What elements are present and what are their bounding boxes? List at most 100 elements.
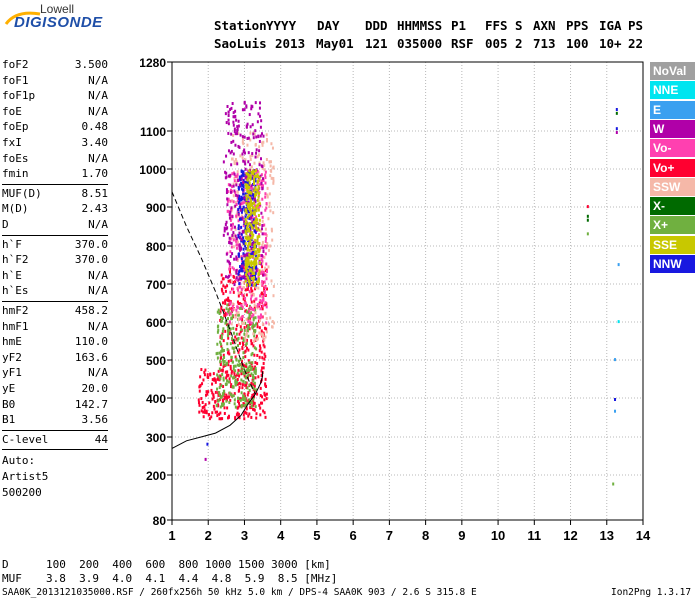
echo-pixel <box>232 182 235 186</box>
echo-pixel <box>252 273 255 277</box>
echo-pixel <box>226 406 229 410</box>
echo-pixel <box>246 270 249 274</box>
echo-pixel <box>253 263 256 267</box>
param-value: N/A <box>88 89 108 103</box>
header-label: S <box>515 18 523 33</box>
echo-pixel <box>245 211 248 215</box>
echo-pixel <box>229 173 232 177</box>
echo-pixel <box>222 233 225 237</box>
echo-pixel <box>230 316 233 320</box>
echo-pixel <box>257 112 260 116</box>
echo-pixel <box>235 160 238 164</box>
echo-pixel <box>227 331 230 335</box>
y-tick-label: 600 <box>146 316 166 330</box>
echo-pixel <box>256 169 259 173</box>
echo-pixel <box>213 378 216 382</box>
echo-pixel <box>233 373 236 377</box>
echo-pixel <box>231 341 234 345</box>
echo-pixel <box>238 363 241 367</box>
echo-pixel <box>238 277 241 281</box>
param-value: 110.0 <box>74 335 108 349</box>
echo-pixel <box>207 413 210 417</box>
echo-pixel <box>232 287 235 291</box>
footer-file-line: SAA0K_2013121035000.RSF / 260fx256h 50 k… <box>2 587 477 598</box>
echo-pixel <box>240 365 243 369</box>
echo-pixel <box>230 279 233 283</box>
echo-pixel <box>231 308 234 312</box>
param-value: 1.70 <box>81 167 109 181</box>
echo-pixel <box>229 398 232 402</box>
echo-pixel <box>248 217 251 221</box>
echo-pixel <box>221 417 224 421</box>
echo-pixel <box>241 269 244 273</box>
echo-pixel <box>233 160 236 164</box>
echo-pixel <box>257 213 260 217</box>
echo-pixel <box>225 220 228 224</box>
echo-pixel <box>232 290 235 294</box>
echo-pixel <box>245 124 248 128</box>
echo-pixel <box>253 401 256 405</box>
echo-pixel <box>225 275 228 279</box>
echo-pixel <box>261 143 264 147</box>
echo-pixel <box>248 181 251 185</box>
echo-pixel <box>261 197 264 201</box>
echo-pixel <box>258 344 261 348</box>
param-key: M(D) <box>2 202 29 216</box>
echo-pixel <box>238 243 241 247</box>
echo-pixel <box>260 132 263 136</box>
echo-pixel <box>253 271 256 275</box>
echo-pixel <box>213 377 216 381</box>
echo-pixel <box>222 360 225 364</box>
echo-pixel <box>246 178 249 182</box>
echo-pixel <box>239 265 242 269</box>
echo-pixel <box>257 286 260 290</box>
param-key: hmF1 <box>2 319 29 333</box>
echo-pixel <box>239 274 242 278</box>
echo-pixel <box>259 386 262 390</box>
echo-pixel <box>252 407 255 411</box>
echo-pixel <box>245 343 248 347</box>
echo-pixel <box>230 371 233 375</box>
echo-pixel <box>249 244 252 248</box>
echo-pixel <box>234 375 237 379</box>
echo-pixel <box>231 226 234 230</box>
echo-pixel <box>224 321 227 325</box>
echo-pixel <box>246 234 249 238</box>
echo-pixel <box>251 361 254 365</box>
echo-pixel <box>254 367 257 371</box>
echo-pixel <box>226 351 229 355</box>
echo-pixel <box>245 186 248 190</box>
echo-pixel <box>263 286 266 290</box>
echo-pixel <box>242 224 245 228</box>
echo-pixel <box>249 400 252 404</box>
echo-pixel <box>264 286 267 290</box>
echo-pixel <box>238 404 241 408</box>
echo-pixel <box>252 283 255 287</box>
echo-pixel <box>232 238 235 242</box>
echo-pixel <box>255 280 258 284</box>
echo-pixel <box>253 174 256 178</box>
echo-pixel <box>224 329 227 333</box>
echo-pixel <box>271 146 274 150</box>
echo-pixel <box>261 186 264 190</box>
echo-pixel <box>248 398 251 402</box>
echo-pixel <box>205 409 208 413</box>
param-key: foF2 <box>2 58 29 71</box>
echo-pixel <box>258 301 261 305</box>
echo-pixel <box>266 287 269 291</box>
echo-pixel <box>225 298 228 302</box>
echo-pixel <box>269 164 272 168</box>
x-tick-label: 5 <box>313 528 320 543</box>
chart-grid <box>171 61 644 521</box>
header-label: IGA <box>599 18 622 33</box>
echo-pixel <box>231 199 234 203</box>
echo-pixel <box>222 365 225 369</box>
echo-pixel <box>255 277 258 281</box>
echo-pixel <box>253 353 256 357</box>
echo-pixel <box>239 208 242 212</box>
echo-pixel <box>264 311 267 315</box>
echo-pixel <box>244 262 247 266</box>
echo-pixel <box>249 154 252 158</box>
echo-pixel <box>233 275 236 279</box>
echo-pixel <box>252 379 255 383</box>
